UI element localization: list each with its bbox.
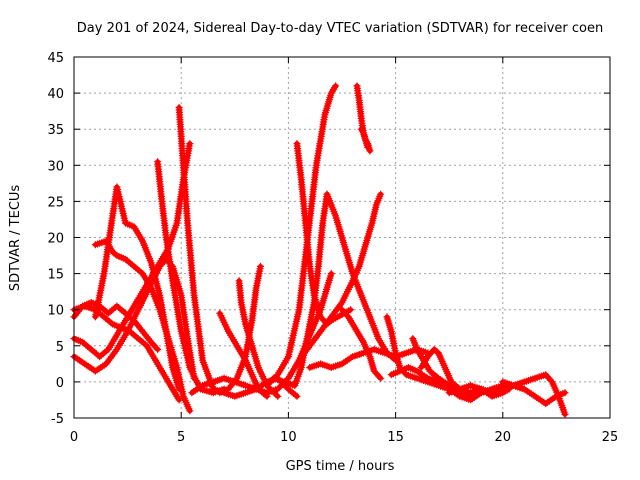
y-tick-label: 20 — [47, 232, 64, 247]
series-arc-17 — [295, 190, 385, 364]
y-tick-label: 0 — [56, 376, 64, 391]
series-markers — [357, 125, 374, 155]
data-series — [70, 82, 569, 418]
series-arc-6 — [91, 183, 183, 393]
x-tick-label: 20 — [495, 430, 512, 445]
y-tick-label: 15 — [47, 268, 64, 283]
series-arc-30 — [456, 385, 513, 400]
series-arc-8 — [175, 104, 260, 400]
y-tick-label: 35 — [47, 123, 64, 138]
chart-title: Day 201 of 2024, Sidereal Day-to-day VTE… — [77, 21, 603, 36]
y-tick-label: 40 — [47, 87, 64, 102]
grid-lines — [74, 57, 610, 418]
series-markers — [499, 378, 569, 408]
x-tick-label: 10 — [280, 430, 297, 445]
x-axis-label: GPS time / hours — [286, 459, 395, 474]
series-arc-22 — [338, 306, 385, 382]
series-arc-18 — [323, 190, 400, 364]
x-tick-label: 25 — [602, 430, 619, 445]
series-markers — [235, 277, 282, 400]
series-arc-29 — [499, 378, 569, 408]
axis-ticks: 0 5 10 15 20 25 -5 0 5 10 15 20 25 30 35 40 45 — [47, 51, 618, 445]
y-axis-label: SDTVAR / TECUs — [8, 185, 23, 292]
series-markers — [295, 190, 385, 364]
series-markers — [323, 190, 400, 364]
y-tick-label: 25 — [47, 195, 64, 210]
series-markers — [338, 306, 385, 382]
y-tick-label: 5 — [56, 340, 64, 355]
y-tick-label: 10 — [47, 304, 64, 319]
y-tick-label: 30 — [47, 159, 64, 174]
y-tick-label: 45 — [47, 51, 64, 66]
x-tick-label: 0 — [70, 430, 78, 445]
series-arc-21 — [357, 125, 374, 155]
x-tick-label: 5 — [177, 430, 185, 445]
x-tick-label: 15 — [387, 430, 404, 445]
series-markers — [456, 385, 513, 400]
y-tick-label: -5 — [51, 412, 64, 427]
series-markers — [91, 183, 183, 393]
